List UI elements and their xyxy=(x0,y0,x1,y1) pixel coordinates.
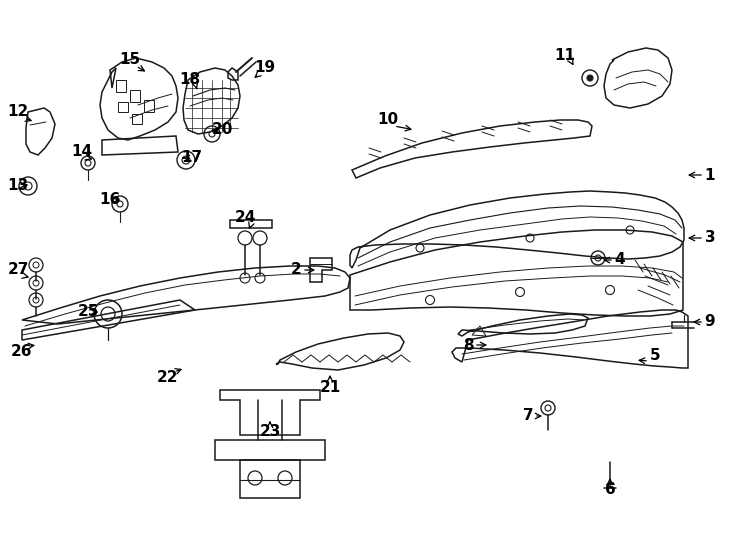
Text: 9: 9 xyxy=(705,314,716,329)
Text: 22: 22 xyxy=(157,370,179,386)
Bar xyxy=(118,102,128,112)
Text: 8: 8 xyxy=(462,338,473,353)
Text: 14: 14 xyxy=(71,145,92,159)
Text: 25: 25 xyxy=(77,305,98,320)
Text: 1: 1 xyxy=(705,167,715,183)
Text: 19: 19 xyxy=(255,60,275,76)
Text: 17: 17 xyxy=(181,151,203,165)
Text: 18: 18 xyxy=(179,72,200,87)
Text: 24: 24 xyxy=(234,211,255,226)
Text: 15: 15 xyxy=(120,52,141,68)
Bar xyxy=(144,100,154,112)
Text: 2: 2 xyxy=(291,262,302,278)
Text: 16: 16 xyxy=(99,192,120,207)
Text: 27: 27 xyxy=(7,262,29,278)
Bar xyxy=(132,114,142,124)
Text: 4: 4 xyxy=(614,253,625,267)
Text: 11: 11 xyxy=(554,48,575,63)
Circle shape xyxy=(587,75,593,81)
Text: 21: 21 xyxy=(319,380,341,395)
Text: 10: 10 xyxy=(377,112,399,127)
Text: 7: 7 xyxy=(523,408,534,423)
Bar xyxy=(130,90,140,102)
Text: 12: 12 xyxy=(7,105,29,119)
Text: 20: 20 xyxy=(211,123,233,138)
Text: 13: 13 xyxy=(7,178,29,192)
Text: 23: 23 xyxy=(259,424,280,440)
Text: 6: 6 xyxy=(605,483,615,497)
Text: 3: 3 xyxy=(705,231,716,246)
Text: 5: 5 xyxy=(650,348,661,362)
Text: 26: 26 xyxy=(11,345,33,360)
Bar xyxy=(116,80,126,92)
